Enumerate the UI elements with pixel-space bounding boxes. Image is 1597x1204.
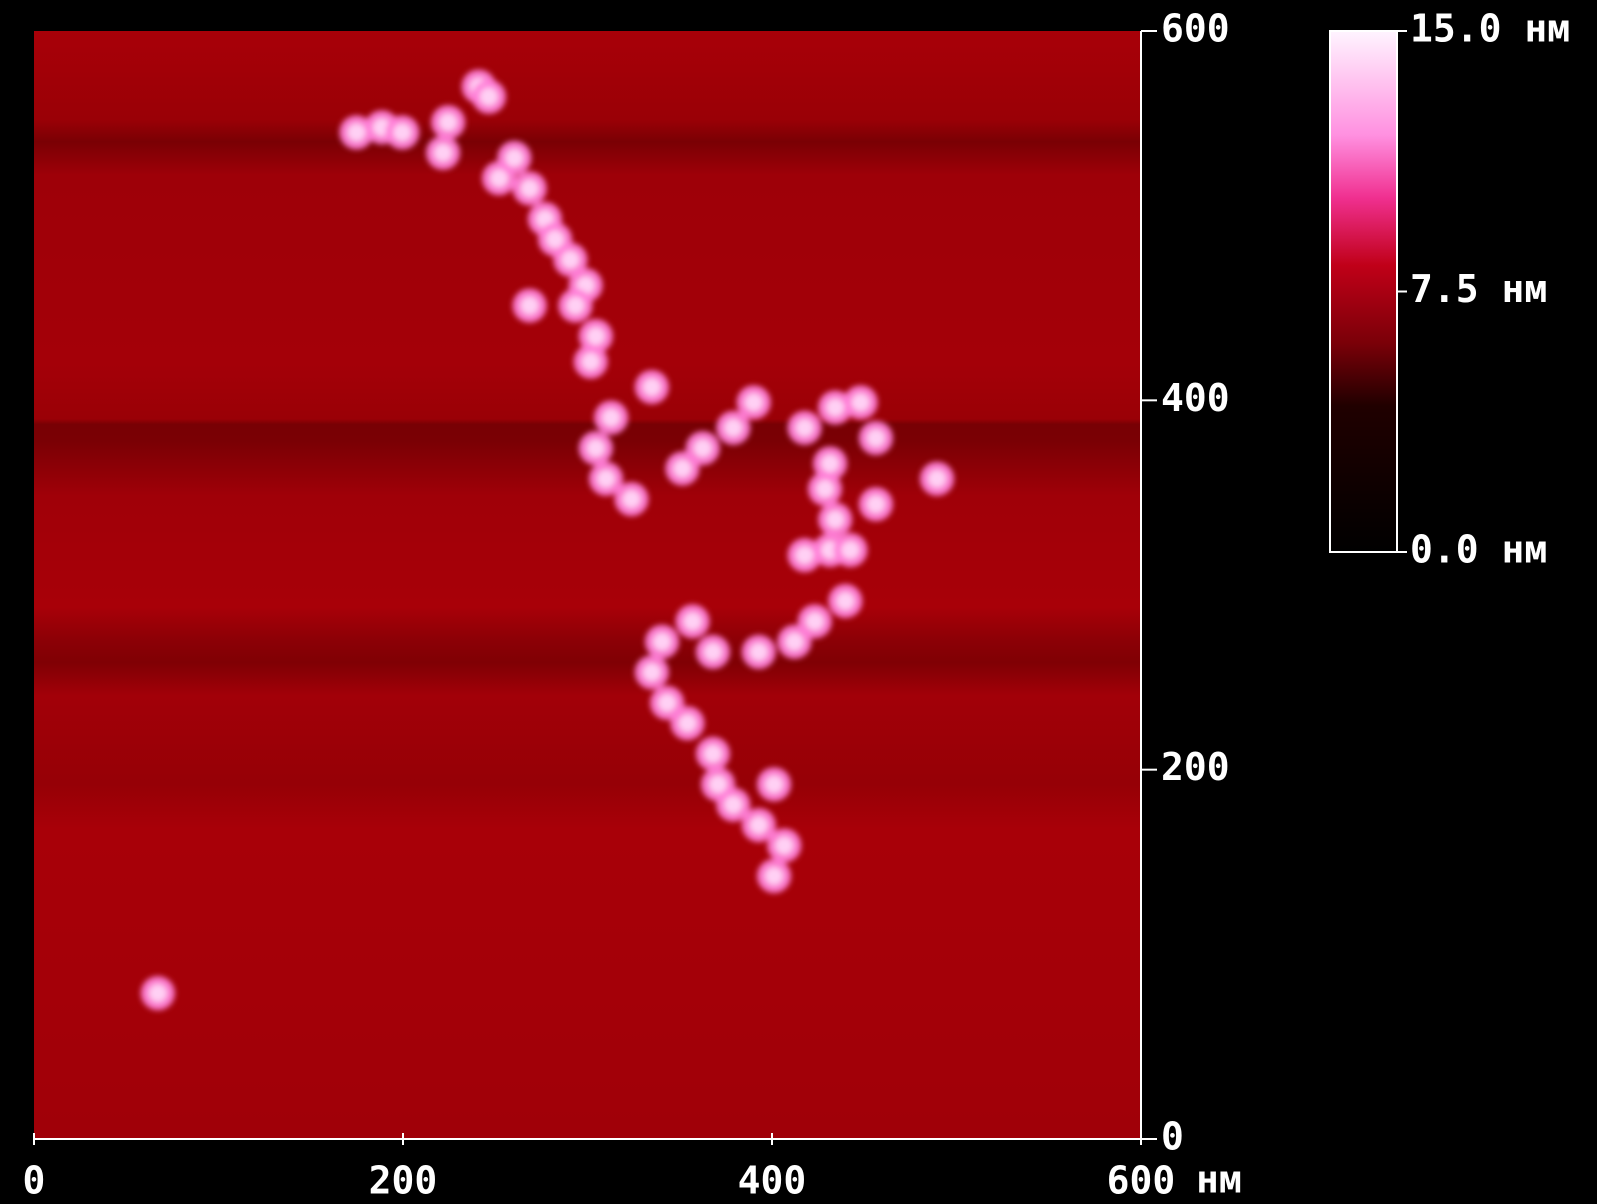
particle-core bbox=[724, 418, 743, 437]
particle-core bbox=[520, 296, 539, 315]
particle-core bbox=[434, 143, 453, 162]
particle-core bbox=[841, 541, 860, 560]
particle-core bbox=[347, 123, 366, 142]
x-unit: нм bbox=[1196, 1158, 1242, 1202]
y-tick-label: 400 bbox=[1161, 376, 1230, 420]
particle-core bbox=[815, 479, 834, 498]
particle-core bbox=[866, 429, 885, 448]
particle-core bbox=[678, 714, 697, 733]
particle-core bbox=[479, 87, 498, 106]
colorbar-label: 0.0 нм bbox=[1410, 528, 1547, 572]
particle-core bbox=[683, 612, 702, 631]
particle-core bbox=[602, 408, 621, 427]
afm-image bbox=[34, 31, 1141, 1139]
particle-core bbox=[765, 775, 784, 794]
particle-core bbox=[709, 775, 728, 794]
particle-core bbox=[744, 393, 763, 412]
particle-core bbox=[520, 179, 539, 198]
y-tick-label: 200 bbox=[1161, 745, 1230, 789]
particle-core bbox=[148, 984, 167, 1003]
particle-core bbox=[765, 867, 784, 886]
particle-core bbox=[749, 642, 768, 661]
particle-core bbox=[826, 398, 845, 417]
particle-core bbox=[581, 352, 600, 371]
particle-core bbox=[393, 123, 412, 142]
particle-core bbox=[561, 250, 580, 269]
particle-core bbox=[586, 439, 605, 458]
particle-core bbox=[851, 393, 870, 412]
x-tick-label: 0 bbox=[23, 1159, 46, 1203]
particle-core bbox=[805, 612, 824, 631]
particle-core bbox=[653, 632, 672, 651]
particle-core bbox=[821, 454, 840, 473]
particle-core bbox=[673, 459, 692, 478]
colorbar-label: 15.0 нм bbox=[1410, 7, 1570, 51]
x-tick-label: 600 bbox=[1107, 1159, 1176, 1203]
particle-core bbox=[693, 439, 712, 458]
particle-core bbox=[439, 113, 458, 132]
particle-core bbox=[836, 591, 855, 610]
particle-core bbox=[642, 378, 661, 397]
colorbar-label: 7.5 нм bbox=[1410, 267, 1547, 311]
particle-core bbox=[775, 836, 794, 855]
particles bbox=[140, 69, 955, 1011]
particle-core bbox=[586, 327, 605, 346]
particle-core bbox=[622, 490, 641, 509]
y-tick-label: 600 bbox=[1161, 7, 1230, 51]
x-tick-label: 200 bbox=[369, 1159, 438, 1203]
particle-core bbox=[749, 816, 768, 835]
particle-core bbox=[658, 693, 677, 712]
y-tick-label: 0 bbox=[1161, 1115, 1184, 1159]
particle-core bbox=[795, 418, 814, 437]
particle-core bbox=[795, 546, 814, 565]
particle-core bbox=[597, 469, 616, 488]
particle-core bbox=[703, 744, 722, 763]
particle-core bbox=[505, 148, 524, 167]
particle-core bbox=[490, 169, 509, 188]
particle-core bbox=[724, 795, 743, 814]
particle-core bbox=[785, 632, 804, 651]
particle-core bbox=[566, 296, 585, 315]
particle-core bbox=[826, 510, 845, 529]
particle-core bbox=[928, 469, 947, 488]
colorbar bbox=[1329, 30, 1398, 553]
x-tick-label: 400 bbox=[738, 1159, 807, 1203]
particle-core bbox=[703, 642, 722, 661]
particle-core bbox=[546, 230, 565, 249]
particle-core bbox=[642, 663, 661, 682]
particle-core bbox=[866, 495, 885, 514]
